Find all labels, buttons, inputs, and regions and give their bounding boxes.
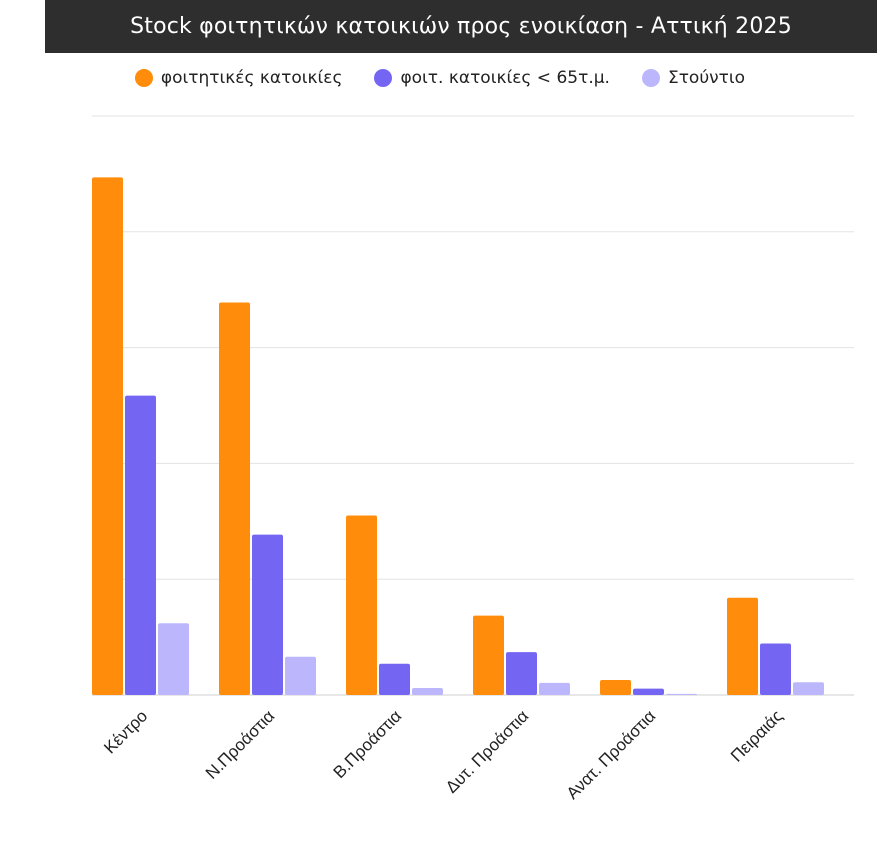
x-tick-label: Ανατ. Προάστια xyxy=(563,706,660,803)
legend-marker-orange xyxy=(134,69,153,87)
bar-3-4 xyxy=(539,682,570,695)
x-tick-label: Κέντρο xyxy=(100,706,151,757)
legend-label: φοιτητικές κατοικίες xyxy=(160,68,343,88)
legend-marker-lavender xyxy=(641,69,660,87)
bar-2-6 xyxy=(760,643,791,695)
bar-3-3 xyxy=(412,688,443,695)
bar-2-5 xyxy=(633,688,664,695)
x-tick-label: Πειραιάς xyxy=(727,706,786,765)
legend-item-small-housing: φοιτ. κατοικίες < 65τ.μ. xyxy=(374,68,610,88)
bar-2-4 xyxy=(506,652,537,695)
bar-3-1 xyxy=(158,623,189,695)
bar-1-6 xyxy=(727,597,758,695)
legend-label: φοιτ. κατοικίες < 65τ.μ. xyxy=(400,68,610,88)
bar-2-3 xyxy=(379,663,410,695)
bar-3-5 xyxy=(666,693,697,695)
chart-title: Stock φοιτητικών κατοικιών προς ενοικίασ… xyxy=(45,0,877,53)
bar-1-4 xyxy=(473,615,504,695)
bar-1-2 xyxy=(219,302,250,695)
bar-1-5 xyxy=(600,679,631,695)
bar-1-3 xyxy=(346,515,377,695)
legend-item-student-housing: φοιτητικές κατοικίες xyxy=(134,68,343,88)
legend-item-studio: Στούντιο xyxy=(641,68,746,88)
x-tick-label: Ν.Προάστια xyxy=(202,706,279,783)
bar-2-2 xyxy=(252,534,283,695)
bar-3-2 xyxy=(285,656,316,695)
bar-2-1 xyxy=(125,395,156,695)
x-tick-label: Β.Προάστια xyxy=(330,706,406,782)
bar-3-6 xyxy=(793,682,824,695)
chart-legend: φοιτητικές κατοικίες φοιτ. κατοικίες < 6… xyxy=(0,62,880,94)
legend-marker-purple xyxy=(374,69,393,87)
legend-label: Στούντιο xyxy=(667,68,746,88)
x-tick-label: Δυτ. Προάστια xyxy=(442,706,533,797)
bar-1-1 xyxy=(92,177,123,695)
